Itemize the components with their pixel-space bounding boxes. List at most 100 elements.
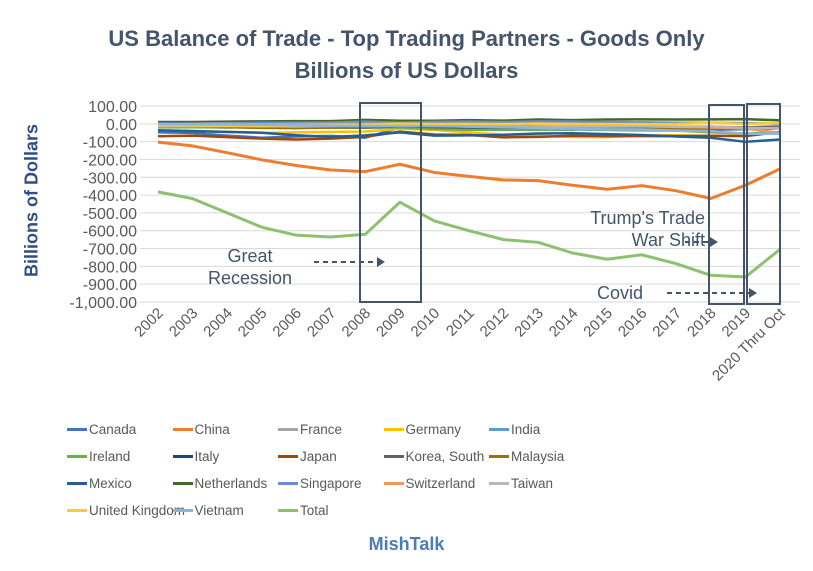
legend-swatch <box>67 509 87 512</box>
legend-item: Canada <box>67 422 136 437</box>
series-line-china <box>157 140 781 200</box>
y-tick-label: -400.00 <box>83 188 137 205</box>
x-tick-label: 2014 <box>546 305 582 341</box>
legend-swatch <box>383 455 404 458</box>
x-tick-label: 2008 <box>339 305 375 341</box>
highlight-box-trade-war <box>708 104 745 305</box>
legend-item: Japan <box>278 449 337 464</box>
y-tick-label: -1,000.00 <box>69 295 137 312</box>
legend-label: Vietnam <box>194 503 244 518</box>
annotation-great-recession: Great Recession <box>207 246 293 288</box>
legend-item: Mexico <box>67 476 132 491</box>
x-tick-label: 2009 <box>373 305 409 341</box>
legend-swatch <box>172 428 193 431</box>
legend-swatch <box>383 428 404 431</box>
arrow-recession-head <box>377 257 385 267</box>
series-line-vietnam <box>157 122 780 136</box>
legend-item: Switzerland <box>383 476 476 491</box>
y-tick-label: -800.00 <box>83 259 137 276</box>
x-tick-label: 2005 <box>235 305 271 341</box>
legend-label: Mexico <box>89 476 132 491</box>
legend-item: Vietnam <box>172 503 244 518</box>
y-tick-label: -100.00 <box>83 135 137 152</box>
x-tick-label: 2015 <box>580 305 616 341</box>
y-tick-label: -900.00 <box>83 277 137 294</box>
legend-label: United Kingdom <box>89 503 186 518</box>
x-tick-label: 2013 <box>511 305 547 341</box>
chart-title: US Balance of Trade - Top Trading Partne… <box>108 26 705 51</box>
legend-item: China <box>172 422 230 437</box>
series-line-netherlands <box>158 117 780 124</box>
legend-item: Taiwan <box>489 476 553 491</box>
x-tick-label: 2017 <box>649 305 685 341</box>
legend-item: Netherlands <box>172 476 268 491</box>
y-tick-label: 0.00 <box>106 117 137 134</box>
legend-item: Italy <box>172 449 220 464</box>
legend-item: Malaysia <box>489 449 564 464</box>
series-line-mexico <box>157 129 780 144</box>
legend-swatch <box>67 428 87 431</box>
highlight-box-covid <box>746 103 781 305</box>
x-tick-label: 2007 <box>304 305 340 341</box>
legend-label: Malaysia <box>511 449 565 464</box>
legend-swatch <box>278 455 298 458</box>
legend-item: Korea, South <box>383 449 485 464</box>
x-tick-label: 2003 <box>166 305 202 341</box>
footer-brand: MishTalk <box>368 534 445 554</box>
y-tick-label: -200.00 <box>83 152 137 169</box>
legend-label: India <box>511 422 541 437</box>
legend-label: Netherlands <box>194 476 268 491</box>
legend-swatch <box>278 428 298 431</box>
x-tick-label: 2012 <box>477 305 513 341</box>
legend-swatch <box>383 482 404 485</box>
series-line-total <box>157 190 781 279</box>
arrow-trade-war-head <box>710 237 718 247</box>
x-tick-label: 2010 <box>408 305 444 341</box>
legend-item: Total <box>278 503 329 518</box>
legend-label: Korea, South <box>405 449 485 464</box>
legend-swatch <box>67 455 87 458</box>
legend-label: Germany <box>405 422 462 437</box>
x-tick-label: 2016 <box>615 305 651 341</box>
y-tick-label: -300.00 <box>83 170 137 187</box>
x-tick-label: 2006 <box>269 305 305 341</box>
annotation-trade-war: Trump's Trade War Shift <box>590 208 705 250</box>
legend-item: France <box>278 422 342 437</box>
legend-swatch <box>278 509 298 512</box>
legend-label: Japan <box>300 449 337 464</box>
y-tick-label: -500.00 <box>83 206 137 223</box>
annotation-covid: Covid <box>596 283 644 303</box>
x-tick-label: 2011 <box>443 305 478 340</box>
legend-label: France <box>300 422 343 437</box>
chart-subtitle: Billions of US Dollars <box>294 58 519 83</box>
legend-label: Total <box>300 503 329 518</box>
legend-label: Switzerland <box>405 476 476 491</box>
legend-label: Canada <box>89 422 137 437</box>
legend-label: Taiwan <box>511 476 554 491</box>
legend-swatch <box>489 428 509 431</box>
legend-label: Ireland <box>89 449 131 464</box>
legend-swatch <box>172 509 193 512</box>
legend-item: United Kingdom <box>67 503 185 518</box>
arrow-covid-head <box>749 288 757 298</box>
y-tick-label: 100.00 <box>88 99 137 116</box>
x-tick-label: 2018 <box>684 305 720 341</box>
y-tick-label: -600.00 <box>83 224 137 241</box>
legend-swatch <box>278 482 298 485</box>
x-tick-label: 2004 <box>200 305 236 341</box>
legend-item: Singapore <box>278 476 362 491</box>
legend-item: Germany <box>383 422 462 437</box>
legend-item: India <box>489 422 540 437</box>
legend-label: China <box>194 422 230 437</box>
legend-swatch <box>489 482 509 485</box>
legend-swatch <box>172 482 193 485</box>
highlight-box-recession <box>359 102 422 303</box>
legend-label: Singapore <box>300 476 362 491</box>
legend-label: Italy <box>194 449 220 464</box>
legend-swatch <box>172 455 193 458</box>
y-tick-label: -700.00 <box>83 242 137 259</box>
legend-swatch <box>489 455 509 458</box>
legend-swatch <box>67 482 87 485</box>
